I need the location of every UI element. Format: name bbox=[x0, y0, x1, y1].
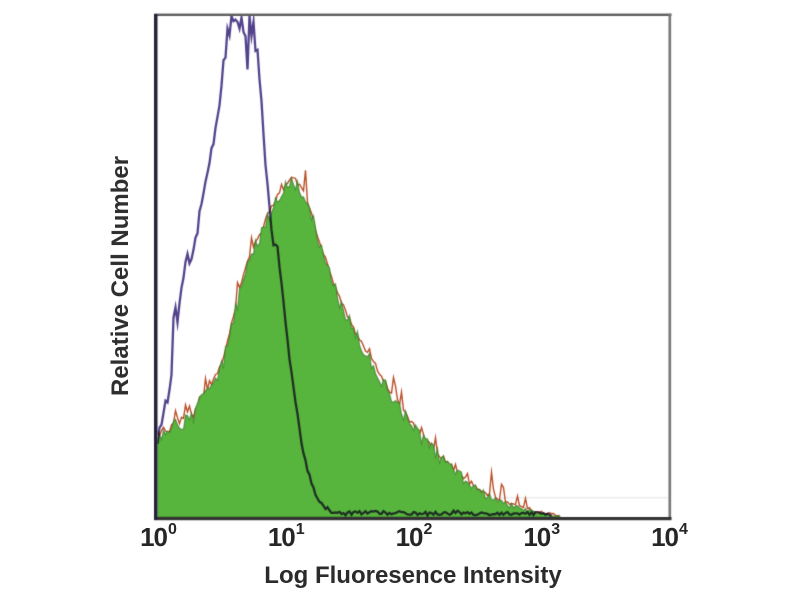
x-tick-label: 103 bbox=[523, 521, 560, 552]
x-tick-label: 101 bbox=[267, 521, 305, 552]
x-tick-label: 100 bbox=[140, 521, 177, 552]
y-axis-label: Relative Cell Number bbox=[107, 155, 134, 397]
x-tick-label: 102 bbox=[395, 521, 433, 552]
x-axis-label: Log Fluoresence Intensity bbox=[264, 562, 562, 589]
x-tick-label: 104 bbox=[651, 521, 688, 552]
